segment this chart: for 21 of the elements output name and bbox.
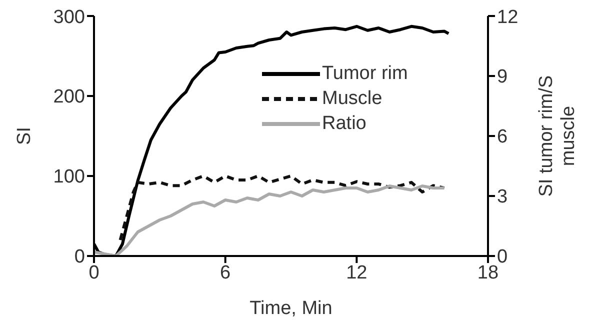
x-axis-title: Time, Min <box>250 298 332 319</box>
legend-label: Ratio <box>322 112 366 134</box>
legend-label: Muscle <box>322 88 382 110</box>
y2-tick-label: 9 <box>497 66 508 88</box>
y-tick-label: 200 <box>53 86 85 108</box>
y-axis-title: SI <box>14 127 35 145</box>
x-tick-label: 12 <box>346 262 368 284</box>
line-series <box>94 184 446 256</box>
legend-label: Tumor rim <box>322 62 408 84</box>
x-tick-label: 18 <box>477 262 499 284</box>
line-series <box>118 174 446 242</box>
y2-tick-label: 0 <box>497 246 508 268</box>
y2-axis-title: SI tumor rim/S muscle <box>536 75 579 197</box>
y-tick-label: 100 <box>53 166 85 188</box>
y-tick-label: 300 <box>53 6 85 28</box>
y2-tick-label: 12 <box>497 6 518 28</box>
x-tick-label: 0 <box>88 262 100 284</box>
x-tick-label: 6 <box>220 262 231 284</box>
y2-tick-label: 3 <box>497 186 508 208</box>
y-tick-label: 0 <box>74 246 85 268</box>
y2-tick-label: 6 <box>497 126 508 148</box>
